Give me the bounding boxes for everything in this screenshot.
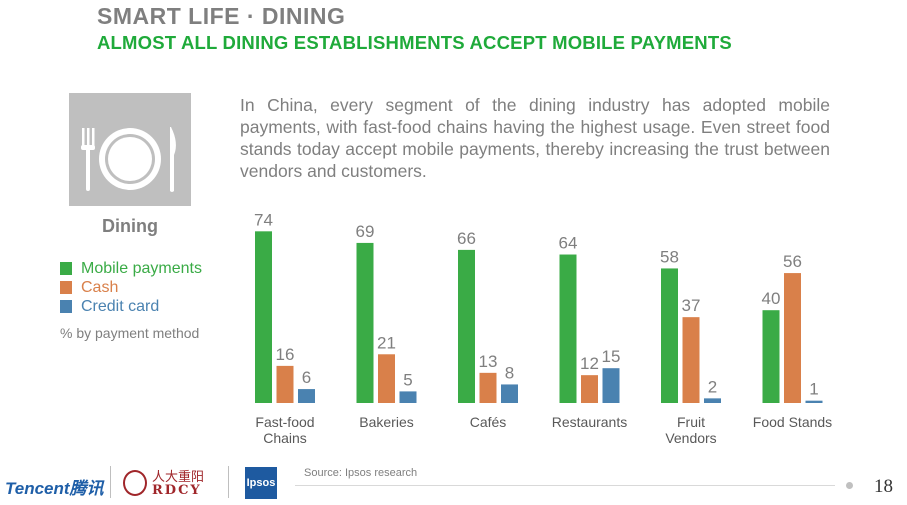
data-label: 16	[276, 345, 295, 364]
bar-1-0	[276, 365, 294, 403]
legend-swatch-credit	[60, 300, 72, 313]
data-label: 12	[580, 354, 599, 373]
data-label: 15	[602, 347, 621, 366]
rdcy-logo-cn: 人大重阳	[152, 470, 205, 485]
logo-divider	[110, 466, 111, 498]
category-label: Restaurants	[552, 414, 627, 430]
data-label: 64	[559, 234, 578, 253]
data-label: 74	[254, 210, 273, 229]
legend-label-cash: Cash	[81, 278, 119, 296]
bar-2-4	[704, 398, 721, 403]
description-text: In China, every segment of the dining in…	[240, 95, 830, 181]
bar-2-0	[298, 389, 315, 403]
data-label: 69	[356, 222, 375, 241]
source-note: Source: Ipsos research	[304, 467, 418, 479]
legend-label-credit: Credit card	[81, 297, 160, 315]
bar-1-5	[784, 273, 801, 403]
bar-0-5	[762, 310, 780, 403]
data-label: 40	[762, 289, 781, 308]
legend-swatch-cash	[60, 281, 72, 294]
data-label: 5	[403, 370, 412, 389]
bar-0-2	[458, 249, 475, 403]
bar-2-3	[602, 368, 620, 403]
data-label: 37	[682, 296, 701, 315]
data-label: 21	[377, 333, 396, 352]
bar-0-3	[559, 254, 577, 403]
category-label: Fast-food Chains	[255, 414, 314, 446]
tencent-logo: Tencent腾讯	[5, 479, 104, 498]
footer-dot	[846, 482, 853, 489]
rdcy-logo: RDCY	[152, 483, 202, 498]
data-label: 8	[505, 363, 514, 382]
legend-item-mobile: Mobile payments	[60, 259, 202, 278]
data-label: 58	[660, 247, 679, 266]
bar-2-5	[805, 400, 823, 403]
bar-2-1	[399, 391, 417, 403]
category-label: Cafés	[470, 414, 507, 430]
footer-divider	[295, 485, 835, 486]
category-label: Fruit Vendors	[665, 414, 716, 446]
bar-0-1	[356, 242, 374, 403]
bar-0-4	[661, 268, 678, 403]
data-label: 66	[457, 229, 476, 248]
legend-label-mobile: Mobile payments	[81, 259, 202, 277]
page-title: SMART LIFE · DINING	[97, 3, 346, 29]
bar-1-4	[682, 317, 700, 403]
data-label: 6	[302, 368, 311, 387]
data-label: 2	[708, 377, 717, 396]
rdcy-emblem-icon	[123, 470, 147, 496]
legend-item-cash: Cash	[60, 278, 202, 297]
legend-item-credit: Credit card	[60, 297, 202, 316]
legend-swatch-mobile	[60, 262, 72, 275]
bar-2-2	[501, 384, 518, 403]
data-label: 13	[479, 352, 498, 371]
chart-legend: Mobile payments Cash Credit card	[60, 259, 202, 316]
logo-divider	[228, 466, 229, 498]
bar-1-1	[378, 354, 395, 403]
page-number: 18	[874, 476, 893, 497]
data-label: 56	[783, 252, 802, 271]
bar-0-0	[255, 231, 272, 403]
data-label: 1	[809, 380, 818, 399]
ipsos-logo: Ipsos	[245, 467, 277, 499]
category-label: Food Stands	[753, 414, 832, 430]
fork-plate-knife-icon	[81, 127, 176, 192]
legend-note: % by payment method	[60, 325, 200, 341]
bar-1-3	[581, 375, 598, 403]
category-label: Bakeries	[359, 414, 413, 430]
dining-label: Dining	[102, 216, 158, 236]
page-subtitle: ALMOST ALL DINING ESTABLISHMENTS ACCEPT …	[97, 32, 732, 53]
bar-1-2	[479, 372, 497, 403]
dining-icon	[69, 93, 191, 206]
